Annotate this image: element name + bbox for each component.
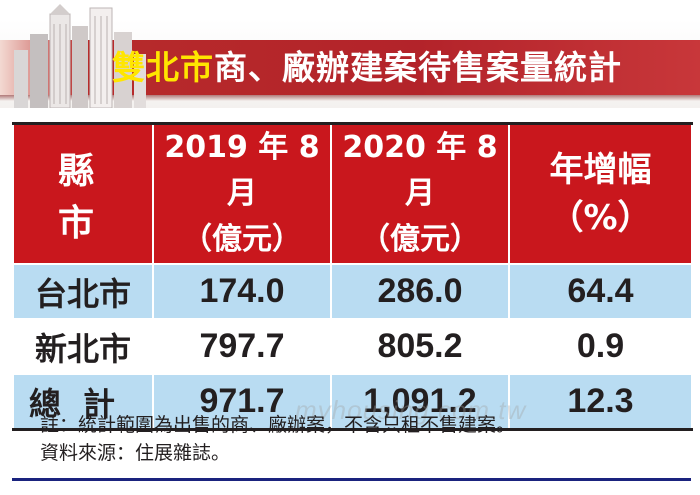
row-label: 新北市 bbox=[12, 318, 154, 375]
table-row-total: 總計 971.7 1,091.2 12.3 bbox=[12, 373, 693, 431]
column-header-2019-line1: 2019 年 8 月 bbox=[164, 130, 320, 211]
title-banner: 雙北市商、廠辦建案待售案量統計 bbox=[0, 0, 700, 108]
cell-2020: 1,091.2 bbox=[330, 373, 510, 431]
footnotes: 註：統計範圍為出售的商、廠辦案，不含只租不售建案。 資料來源：住展雜誌。 bbox=[40, 411, 680, 467]
table-row-taipei: 台北市 174.0 286.0 64.4 bbox=[12, 263, 693, 320]
cell-2020: 286.0 bbox=[330, 263, 510, 320]
page-title: 雙北市商、廠辦建案待售案量統計 bbox=[112, 44, 622, 92]
column-header-2019: 2019 年 8 月 （億元） bbox=[152, 122, 332, 265]
table-header-row: 縣 市 2019 年 8 月 （億元） 2020 年 8 月 （億元） 年增幅 … bbox=[12, 122, 693, 265]
cell-growth: 0.9 bbox=[508, 318, 693, 375]
column-header-2020-line2: （億元） bbox=[360, 222, 480, 257]
cell-2019: 797.7 bbox=[152, 318, 332, 375]
data-table: 縣 市 2019 年 8 月 （億元） 2020 年 8 月 （億元） 年增幅 … bbox=[12, 122, 693, 431]
city-skyline-icon bbox=[14, 4, 146, 108]
cell-2019: 174.0 bbox=[152, 263, 332, 320]
cell-growth: 12.3 bbox=[508, 373, 693, 431]
title-highlight: 雙北市 bbox=[112, 48, 214, 87]
table-row-new-taipei: 新北市 797.7 805.2 0.9 bbox=[12, 318, 693, 375]
bottom-divider bbox=[12, 478, 691, 481]
column-header-growth: 年增幅 （%） bbox=[508, 122, 693, 265]
footnote-source: 資料來源：住展雜誌。 bbox=[40, 442, 231, 464]
cell-2020: 805.2 bbox=[330, 318, 510, 375]
title-rest: 商、廠辦建案待售案量統計 bbox=[214, 48, 622, 87]
watermark: myhousing.com.tw bbox=[295, 395, 527, 425]
column-header-growth-line1: 年增幅 bbox=[549, 150, 652, 190]
footnote-scope: 註：統計範圍為出售的商、廠辦案，不含只租不售建案。 bbox=[40, 414, 516, 436]
row-label: 台北市 bbox=[12, 263, 154, 320]
cell-2019: 971.7 bbox=[152, 373, 332, 431]
row-label: 總計 bbox=[12, 373, 154, 431]
column-header-growth-line2: （%） bbox=[549, 198, 652, 238]
column-header-2020: 2020 年 8 月 （億元） bbox=[330, 122, 510, 265]
cell-growth: 64.4 bbox=[508, 263, 693, 320]
column-header-county: 縣 市 bbox=[12, 122, 154, 265]
column-header-2020-line1: 2020 年 8 月 bbox=[342, 130, 498, 211]
column-header-2019-line2: （億元） bbox=[182, 222, 302, 257]
